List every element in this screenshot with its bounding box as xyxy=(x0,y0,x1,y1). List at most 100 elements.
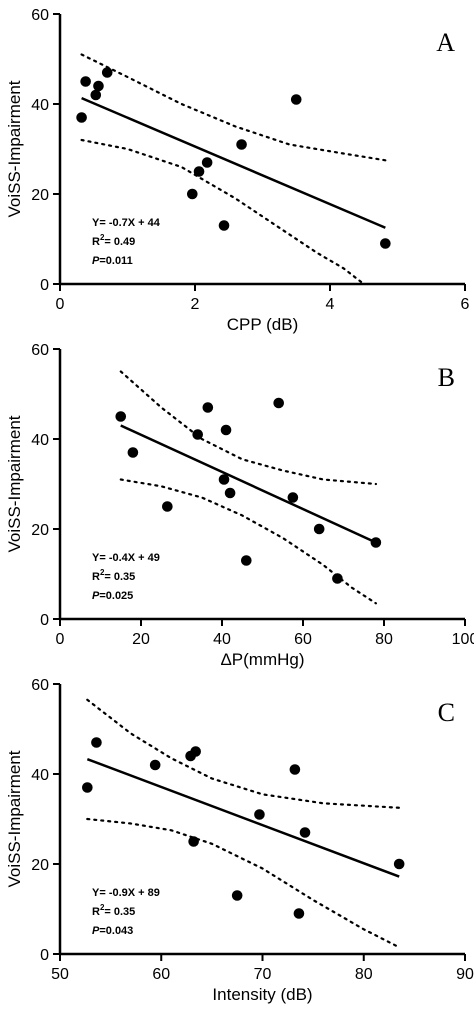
y-tick-label: 20 xyxy=(31,187,49,204)
data-point xyxy=(313,523,325,535)
x-tick-label: 80 xyxy=(355,966,373,983)
x-tick-label: 60 xyxy=(294,631,312,648)
data-point xyxy=(231,890,243,901)
x-tick-label: 0 xyxy=(56,296,65,313)
x-axis-label: ΔP(mmHg) xyxy=(220,650,304,669)
y-tick-label: 0 xyxy=(40,612,49,629)
y-tick-label: 0 xyxy=(40,277,49,294)
data-point xyxy=(241,555,252,566)
y-axis-label: VoiSS-Impairment xyxy=(5,750,24,887)
data-point xyxy=(332,573,343,584)
regression-line xyxy=(81,97,386,229)
data-point xyxy=(76,112,87,123)
data-point xyxy=(236,139,247,150)
y-tick-label: 60 xyxy=(31,7,49,24)
data-point xyxy=(188,836,199,847)
ci-lower-line xyxy=(86,817,401,949)
data-point xyxy=(193,166,205,177)
x-tick-label: 50 xyxy=(51,966,69,983)
r-squared-symbol: R xyxy=(92,236,100,248)
r-squared-symbol: R xyxy=(92,571,100,583)
data-point xyxy=(90,89,102,101)
ci-lower-line xyxy=(119,478,377,605)
r-squared-superscript: 2 xyxy=(100,233,105,242)
panel-letter: B xyxy=(438,363,455,392)
data-point xyxy=(190,746,201,757)
data-point xyxy=(293,908,305,919)
data-point xyxy=(254,809,265,820)
p-symbol: P xyxy=(92,590,100,602)
data-point xyxy=(80,76,91,87)
y-axis-label: VoiSS-Impairment xyxy=(5,80,24,217)
r-squared-superscript: 2 xyxy=(100,903,105,912)
data-point xyxy=(162,501,173,512)
data-point xyxy=(273,397,285,409)
regression-equation: Y= -0.7X + 44 xyxy=(92,217,161,229)
r-squared: R2= 0.49 xyxy=(92,233,135,248)
data-point xyxy=(287,492,299,503)
data-point xyxy=(149,759,161,771)
x-axis-label: Intensity (dB) xyxy=(212,985,312,1004)
r-squared-value: = 0.35 xyxy=(104,571,135,583)
y-tick-label: 40 xyxy=(31,767,49,784)
regression-equation: Y= -0.9X + 89 xyxy=(92,887,160,899)
panel-letter: C xyxy=(438,698,455,727)
data-point xyxy=(192,429,203,440)
data-point xyxy=(218,474,230,485)
p-value-text: =0.043 xyxy=(99,925,133,937)
ci-upper-line xyxy=(80,53,387,162)
x-axis-label: CPP (dB) xyxy=(227,315,299,334)
regression-line xyxy=(120,424,377,544)
x-tick-label: 2 xyxy=(191,296,200,313)
x-tick-label: 100 xyxy=(452,631,474,648)
data-point xyxy=(115,411,127,422)
y-tick-label: 40 xyxy=(31,432,49,449)
p-value: P=0.011 xyxy=(92,255,133,267)
x-tick-label: 0 xyxy=(56,631,65,648)
regression-equation: Y= -0.4X + 49 xyxy=(92,552,160,564)
r-squared-symbol: R xyxy=(92,906,100,918)
data-point xyxy=(187,188,198,200)
x-tick-label: 20 xyxy=(132,631,150,648)
x-tick-label: 70 xyxy=(254,966,272,983)
r-squared-superscript: 2 xyxy=(100,568,105,577)
x-tick-label: 90 xyxy=(456,966,474,983)
x-tick-label: 6 xyxy=(461,296,470,313)
p-symbol: P xyxy=(92,255,100,267)
y-tick-label: 60 xyxy=(31,342,49,359)
r-squared: R2= 0.35 xyxy=(92,568,135,583)
p-symbol: P xyxy=(92,925,100,937)
ci-upper-line xyxy=(86,698,401,809)
r-squared-value: = 0.35 xyxy=(104,906,135,918)
ci-lower-line xyxy=(80,138,365,286)
ci-upper-line xyxy=(119,370,377,486)
x-tick-label: 80 xyxy=(375,631,393,648)
data-point xyxy=(202,402,214,413)
panel-b: 0 20 40 60 0 20 40 60 80 100 ΔP(mmHg) VoiSS-Impairm… xyxy=(5,342,474,669)
data-point xyxy=(127,447,139,458)
p-value: P=0.043 xyxy=(92,925,133,937)
r-squared: R2= 0.35 xyxy=(92,903,135,918)
r-squared-value: = 0.49 xyxy=(104,236,135,248)
data-point xyxy=(220,424,232,436)
y-tick-label: 20 xyxy=(31,857,49,874)
data-point xyxy=(299,827,311,838)
data-point xyxy=(82,782,93,793)
p-value-text: =0.025 xyxy=(99,590,133,602)
data-point xyxy=(201,157,213,168)
panel-c: 0 20 40 60 50 60 70 80 90 Intensity (dB) VoiSS-Imp… xyxy=(5,677,474,1004)
data-point xyxy=(93,80,104,92)
data-point xyxy=(91,737,102,748)
regression-line xyxy=(86,757,400,878)
y-tick-label: 0 xyxy=(40,947,49,964)
y-axis-label: VoiSS-Impairment xyxy=(5,415,24,552)
x-tick-label: 4 xyxy=(326,296,335,313)
data-point xyxy=(380,238,391,249)
data-point xyxy=(101,67,113,78)
data-point xyxy=(218,220,230,231)
data-point xyxy=(290,94,302,105)
data-point xyxy=(370,537,382,548)
panel-a: 0 20 40 60 0 2 4 6 CPP (dB) VoiSS-Impairment A Y= -… xyxy=(5,7,470,334)
p-value-text: =0.011 xyxy=(99,255,132,267)
